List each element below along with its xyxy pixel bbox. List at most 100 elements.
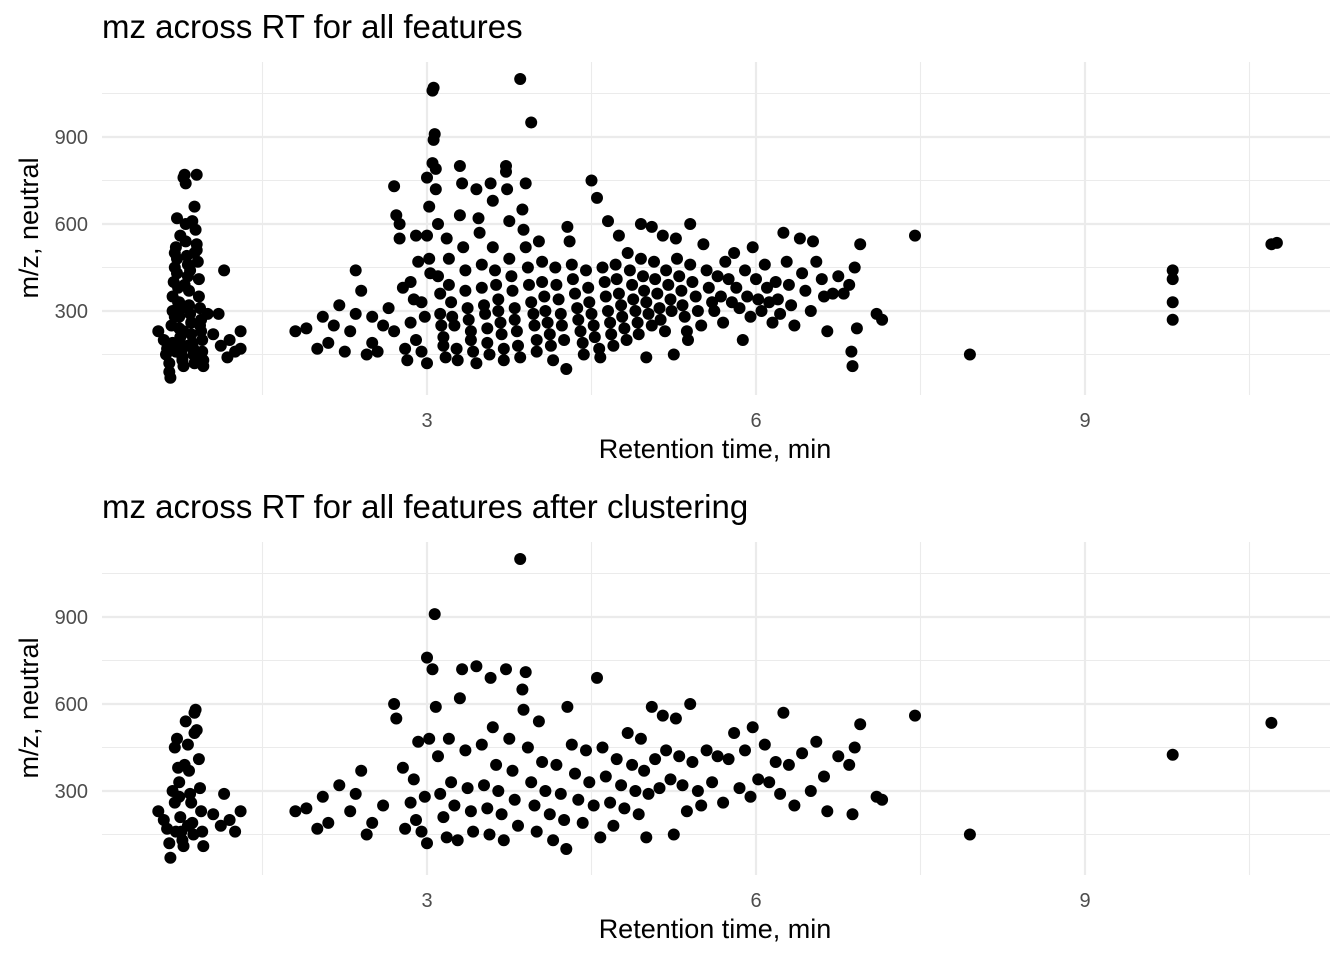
data-point (442, 278, 455, 291)
data-point (432, 270, 444, 283)
data-point (521, 741, 534, 754)
data-point (434, 787, 447, 800)
data-point (461, 302, 474, 315)
data-point (163, 357, 176, 370)
data-point (645, 319, 658, 332)
data-point (565, 258, 578, 271)
data-point (585, 307, 598, 320)
data-point (594, 351, 607, 364)
data-point (739, 264, 751, 277)
data-point (560, 363, 573, 375)
data-point (587, 799, 600, 812)
data-point (686, 756, 699, 768)
data-point (171, 732, 183, 745)
data-point (497, 342, 510, 355)
data-point (490, 758, 503, 771)
data-point (711, 750, 724, 763)
data-point (536, 756, 549, 768)
data-points (152, 553, 1278, 864)
data-point (194, 319, 206, 332)
data-point (876, 313, 889, 326)
data-point (554, 307, 567, 320)
data-point (495, 808, 508, 821)
data-point (673, 270, 686, 283)
data-point (848, 261, 861, 274)
data-point (418, 310, 431, 323)
data-point (428, 608, 441, 621)
data-point (591, 191, 603, 204)
data-point (179, 177, 192, 190)
data-point (576, 816, 589, 829)
data-point (410, 229, 422, 242)
data-point (777, 226, 790, 239)
data-point (451, 834, 464, 847)
data-point (719, 255, 732, 268)
data-point (196, 825, 209, 838)
data-point (810, 735, 823, 748)
data-point (642, 787, 655, 800)
data-point (632, 808, 645, 821)
data-point (188, 200, 201, 213)
data-point (450, 342, 463, 355)
data-point (615, 299, 628, 312)
data-point (432, 750, 444, 763)
data-point (618, 322, 631, 335)
data-point (173, 296, 186, 309)
data-point (459, 264, 472, 277)
x-tick-label: 3 (421, 890, 432, 912)
x-tick-label: 9 (1079, 410, 1090, 432)
data-point (207, 808, 220, 821)
data-point (492, 293, 505, 306)
data-point (322, 816, 335, 829)
data-point (201, 307, 214, 320)
data-point (777, 706, 790, 719)
data-point (758, 258, 771, 271)
data-point (815, 273, 828, 286)
data-point (615, 779, 628, 792)
data-point (1166, 313, 1179, 326)
data-point (404, 276, 417, 288)
y-tick-label: 600 (55, 694, 88, 716)
y-tick-label: 900 (55, 127, 88, 149)
data-point (750, 273, 762, 286)
data-point (653, 302, 666, 315)
data-point (393, 218, 406, 230)
data-point (174, 229, 187, 242)
data-point (412, 735, 425, 748)
data-point (189, 703, 202, 716)
data-point (576, 336, 589, 349)
data-point (673, 750, 686, 763)
data-point (621, 247, 634, 259)
data-point (728, 247, 741, 259)
x-tick-label: 9 (1079, 890, 1090, 912)
data-point (558, 814, 571, 826)
data-point (728, 727, 741, 739)
data-point (536, 276, 549, 288)
data-point (569, 287, 581, 300)
data-point (349, 264, 362, 277)
data-point (796, 747, 809, 760)
data-point (168, 796, 181, 809)
data-point (514, 553, 527, 565)
data-point (722, 273, 735, 286)
chart-title: mz across RT for all features after clus… (102, 488, 748, 525)
data-point (843, 278, 856, 291)
data-point (561, 700, 574, 713)
data-point (621, 727, 634, 739)
data-point (758, 738, 771, 751)
data-point (845, 345, 858, 358)
data-point (678, 310, 691, 323)
data-point (399, 822, 412, 835)
y-tick-label: 300 (55, 301, 88, 323)
data-point (653, 782, 666, 795)
data-point (505, 270, 518, 283)
data-point (197, 360, 210, 373)
data-point (192, 290, 205, 303)
data-point (846, 360, 859, 373)
data-point (850, 322, 863, 335)
data-point (654, 313, 667, 326)
data-point (594, 831, 607, 844)
data-point (300, 322, 313, 335)
y-tick-label: 600 (55, 214, 88, 236)
data-point (691, 785, 704, 797)
